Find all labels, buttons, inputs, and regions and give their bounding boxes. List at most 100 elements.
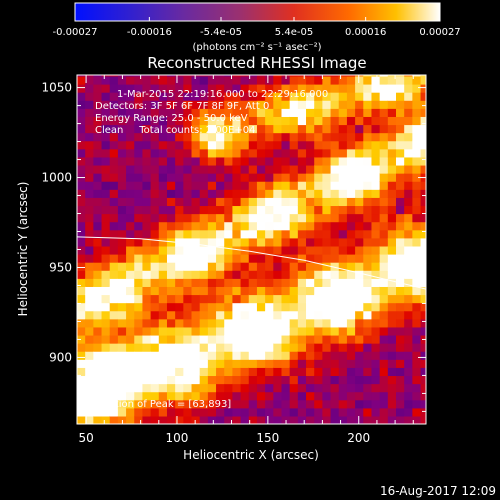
heatmap-cell [199, 83, 209, 93]
heatmap-cell [297, 132, 307, 142]
heatmap-cell [412, 383, 422, 393]
heatmap-cell [256, 92, 266, 101]
heatmap-cell [387, 399, 397, 409]
heatmap-cell [109, 399, 119, 409]
heatmap-cell [93, 116, 103, 126]
heatmap-cell [256, 75, 266, 85]
heatmap-cell [256, 262, 266, 271]
heatmap-cell [355, 116, 364, 126]
heatmap-cell [101, 181, 111, 190]
heatmap-cell [158, 140, 168, 150]
heatmap-cell [330, 310, 340, 320]
heatmap-cell [207, 189, 217, 198]
heatmap-cell [306, 407, 315, 417]
heatmap-cell [150, 270, 160, 279]
heatmap-cell [371, 148, 381, 158]
heatmap-cell [265, 75, 274, 77]
heatmap-cell [240, 415, 250, 424]
heatmap-cell [322, 83, 332, 93]
heatmap-cell [412, 343, 422, 352]
heatmap-cell [289, 229, 299, 239]
heatmap-cell [216, 148, 225, 158]
heatmap-cell [207, 75, 217, 77]
heatmap-cell [338, 205, 348, 215]
heatmap-cell [216, 124, 225, 134]
heatmap-cell [240, 310, 250, 320]
heatmap-cell [117, 124, 127, 134]
heatmap-cell [355, 302, 364, 312]
heatmap-cell [387, 286, 397, 296]
heatmap-cell [322, 367, 332, 377]
heatmap-cell [281, 334, 291, 344]
heatmap-cell [396, 343, 405, 352]
y-tick-label: 900 [49, 350, 72, 364]
heatmap-cell [355, 262, 364, 271]
heatmap-cell [273, 156, 283, 166]
heatmap-cell [281, 367, 291, 377]
heatmap-cell [387, 351, 397, 360]
heatmap-cell [412, 116, 422, 126]
heatmap-cell [77, 294, 86, 304]
heatmap-cell [150, 359, 160, 368]
heatmap-cell [77, 270, 86, 279]
heatmap-cell [330, 189, 340, 198]
heatmap-cell [158, 351, 168, 360]
heatmap-cell [338, 302, 348, 312]
heatmap-cell [346, 75, 356, 85]
heatmap-cell [338, 278, 348, 287]
heatmap-cell [379, 173, 389, 182]
heatmap-cell [150, 75, 160, 85]
heatmap-cell [363, 197, 373, 207]
heatmap-cell [109, 229, 119, 239]
heatmap-cell [101, 100, 111, 109]
heatmap-cell [346, 100, 356, 109]
heatmap-cell [117, 383, 127, 393]
heatmap-cell [256, 83, 266, 93]
heatmap-cell [412, 148, 422, 158]
heatmap-cell [387, 294, 397, 304]
heatmap-cell [371, 351, 381, 360]
heatmap-cell [199, 254, 209, 263]
heatmap-cell [232, 173, 242, 182]
heatmap-cell [289, 391, 299, 401]
heatmap-cell [183, 189, 193, 198]
heatmap-cell [387, 359, 397, 368]
heatmap-cell [142, 221, 152, 231]
heatmap-cell [256, 407, 266, 417]
heatmap-cell [77, 359, 86, 368]
heatmap-cell [355, 75, 364, 77]
heatmap-cell [207, 124, 217, 134]
heatmap-cell [240, 75, 250, 85]
heatmap-cell [93, 399, 103, 409]
heatmap-cell [101, 367, 111, 377]
heatmap-cell [101, 318, 111, 328]
heatmap-cell [166, 294, 176, 304]
heatmap-cell [93, 278, 103, 287]
heatmap-cell [150, 375, 160, 385]
heatmap-cell [232, 286, 242, 296]
heatmap-cell [248, 164, 258, 174]
heatmap-cell [346, 391, 356, 401]
heatmap-cell [289, 278, 299, 287]
heatmap-cell [142, 83, 152, 93]
heatmap-cell [101, 310, 111, 320]
heatmap-cell [134, 318, 144, 328]
heatmap-cell [306, 173, 315, 182]
heatmap-cell [355, 140, 364, 150]
heatmap-cell [256, 375, 266, 385]
heatmap-cell [101, 156, 111, 166]
heatmap-cell [134, 294, 144, 304]
heatmap-cell [109, 302, 119, 312]
heatmap-cell [117, 310, 127, 320]
heatmap-cell [396, 367, 405, 377]
timestamp: 16-Aug-2017 12:09 [380, 484, 496, 498]
heatmap-cell [256, 164, 266, 174]
heatmap-cell [158, 245, 168, 255]
heatmap-cell [232, 351, 242, 360]
heatmap-cell [199, 383, 209, 393]
heatmap-cell [314, 399, 323, 409]
heatmap-cell [355, 189, 364, 198]
heatmap-cell [191, 367, 201, 377]
heatmap-cell [330, 197, 340, 207]
heatmap-cell [207, 302, 217, 312]
